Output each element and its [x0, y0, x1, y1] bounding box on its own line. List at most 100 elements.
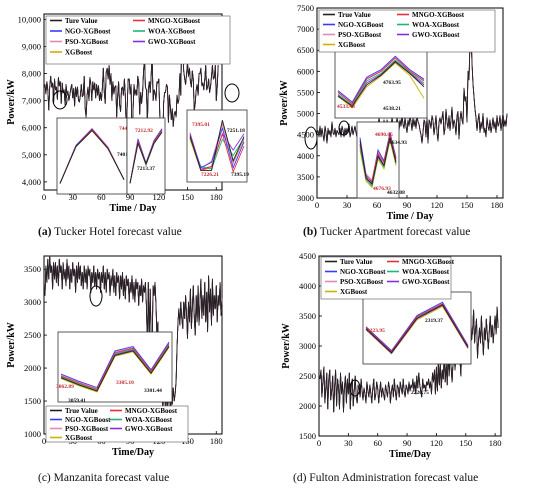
legend-label: PSO-XGBoost — [338, 31, 382, 39]
chart-caption: (b) Tucker Apartment forecast value — [303, 226, 470, 238]
zoom-inset-value-label: 2319.37 — [425, 318, 443, 324]
x-tick-label: 180 — [210, 436, 223, 446]
zoom-inset-value-label: 4538.21 — [383, 106, 401, 112]
x-tick-label: 0 — [42, 192, 46, 202]
zoom-inset-line — [59, 129, 125, 184]
y-tick-label: 4500 — [299, 251, 316, 261]
y-axis-label: Power/kW — [6, 79, 17, 125]
chart-caption: (c) Manzanita forecast value — [38, 472, 169, 484]
chart-panel-manzanita: 1000150020002500300035000306090120150180… — [0, 244, 272, 488]
x-tick-label: 120 — [152, 192, 165, 202]
y-tick-label: 4,000 — [22, 177, 41, 187]
zoom-inset: 7444.257401.41 — [56, 117, 137, 195]
legend-label: MNGO-XGBoost — [148, 17, 201, 25]
caption-letter: (b) — [303, 226, 318, 238]
legend-label: GWO-XGBoost — [402, 278, 450, 286]
legend-label: Ture Value — [65, 17, 98, 25]
x-tick-label: 0 — [317, 438, 321, 448]
zoom-inset-line — [337, 59, 425, 106]
legend-label: MNGO-XGBoost — [402, 258, 455, 266]
y-tick-label: 4000 — [297, 151, 314, 161]
legend-frame — [45, 15, 231, 65]
x-axis-label: Time / Day — [386, 211, 433, 222]
legend-label: GWO-XGBoost — [412, 31, 460, 39]
y-tick-label: 6,000 — [22, 123, 41, 133]
zoom-inset-line — [337, 62, 425, 109]
zoom-inset-line — [337, 61, 425, 107]
y-tick-label: 3500 — [297, 172, 314, 182]
zoom-inset-value-label: 4676.93 — [373, 186, 391, 192]
legend-label: NGO-XGBoost — [338, 21, 384, 29]
caption-letter: (c) — [38, 472, 51, 484]
legend-label: GWO-XGBoost — [148, 38, 196, 46]
zoom-inset-line — [359, 137, 397, 186]
chart-caption: (a) Tucker Hotel forecast value — [38, 226, 182, 238]
series-line — [44, 32, 219, 149]
zoom-inset: 7212.92 7213.37 — [126, 117, 166, 195]
zoom-callout-ellipse — [224, 83, 240, 103]
legend: True Value MNGO-XGBoost NGO-XGBoost WOA-XGB… — [45, 405, 189, 443]
x-tick-label: 120 — [430, 438, 443, 448]
x-tick-label: 90 — [126, 192, 135, 202]
series-line — [317, 32, 508, 144]
legend-label: True Value — [65, 407, 98, 415]
y-tick-label: 1500 — [299, 431, 316, 441]
legend-label: PSO-XGBoost — [65, 38, 109, 46]
zoom-inset-frame — [362, 291, 472, 365]
caption-text: Tucker Hotel forecast value — [54, 226, 182, 238]
legend-label: XGBoost — [340, 288, 368, 296]
x-tick-label: 60 — [373, 438, 382, 448]
y-tick-label: 6500 — [297, 45, 314, 55]
zoom-inset-line — [365, 303, 469, 353]
legend-label: WOA-XGBoost — [412, 21, 460, 29]
zoom-inset-line — [129, 131, 163, 184]
y-axis-label: Power/kW — [6, 322, 17, 368]
x-tick-label: 0 — [42, 436, 46, 446]
y-tick-label: 3500 — [24, 264, 41, 274]
x-axis-label: Time/Day — [112, 447, 154, 458]
chart-manzanita: 1000150020002500300035000306090120150180… — [6, 255, 223, 458]
y-tick-label: 6000 — [297, 66, 314, 76]
zoom-inset-value-label: 4690.85 — [375, 132, 393, 138]
chart-tucker-apartment: 3000350040004500500055006000650070007500… — [279, 3, 508, 222]
y-axis-label: Power/kW — [279, 80, 290, 126]
y-tick-label: 2500 — [24, 330, 41, 340]
zoom-inset-value-label: 7213.37 — [137, 166, 155, 172]
zoom-inset-frame — [126, 117, 166, 195]
caption-text: Manzanita forecast value — [53, 472, 170, 484]
zoom-inset-line — [189, 120, 245, 171]
zoom-inset-value-label: 7212.92 — [135, 128, 153, 134]
y-tick-label: 5500 — [297, 87, 314, 97]
zoom-inset-line — [60, 343, 170, 390]
legend-label: MNGO-XGBoost — [412, 11, 465, 19]
x-tick-label: 90 — [403, 200, 412, 210]
x-tick-label: 150 — [459, 438, 472, 448]
x-tick-label: 120 — [431, 200, 444, 210]
y-tick-label: 5,000 — [22, 150, 41, 160]
x-tick-label: 30 — [344, 438, 353, 448]
zoom-inset-value-label: 2220.75 — [411, 390, 429, 396]
zoom-inset-value-label: 7401.41 — [117, 152, 135, 158]
x-tick-label: 60 — [97, 192, 106, 202]
x-tick-label: 30 — [68, 192, 77, 202]
y-tick-label: 3000 — [24, 297, 41, 307]
chart-tucker-hotel: 4,000 5,000 6,000 7,000 8,000 9,000 10,000 0 30 6… — [6, 13, 249, 214]
y-tick-label: 2500 — [299, 371, 316, 381]
legend-label: GWO-XGBoost — [125, 425, 173, 433]
legend-label: NGO-XGBoost — [340, 268, 386, 276]
zoom-callout-ellipse — [89, 285, 103, 307]
y-axis-label: Power/kW — [281, 323, 292, 369]
zoom-callout-ellipse — [304, 126, 318, 150]
zoom-inset-value-label: 3301.44 — [144, 388, 162, 394]
y-tick-label: 3000 — [297, 193, 314, 203]
zoom-inset-line — [365, 304, 469, 354]
legend: True Value MNGO-XGBoost NGO-XGBoost WOA-XGB… — [318, 9, 496, 53]
zoom-inset-value-label: 4634.93 — [389, 140, 407, 146]
zoom-inset-value-label: 4632.08 — [387, 190, 405, 196]
y-tick-label: 7000 — [297, 24, 314, 34]
x-tick-label: 60 — [373, 200, 382, 210]
x-tick-label: 150 — [461, 200, 474, 210]
legend-label: MNGO-XGBoost — [125, 407, 178, 415]
chart-panel-tucker-hotel: 4,000 5,000 6,000 7,000 8,000 9,000 10,000 0 30 6… — [0, 0, 272, 244]
